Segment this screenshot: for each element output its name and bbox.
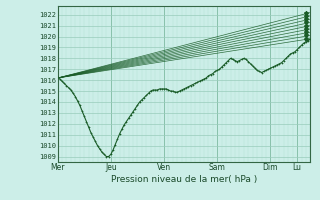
X-axis label: Pression niveau de la mer( hPa ): Pression niveau de la mer( hPa ) xyxy=(111,175,257,184)
